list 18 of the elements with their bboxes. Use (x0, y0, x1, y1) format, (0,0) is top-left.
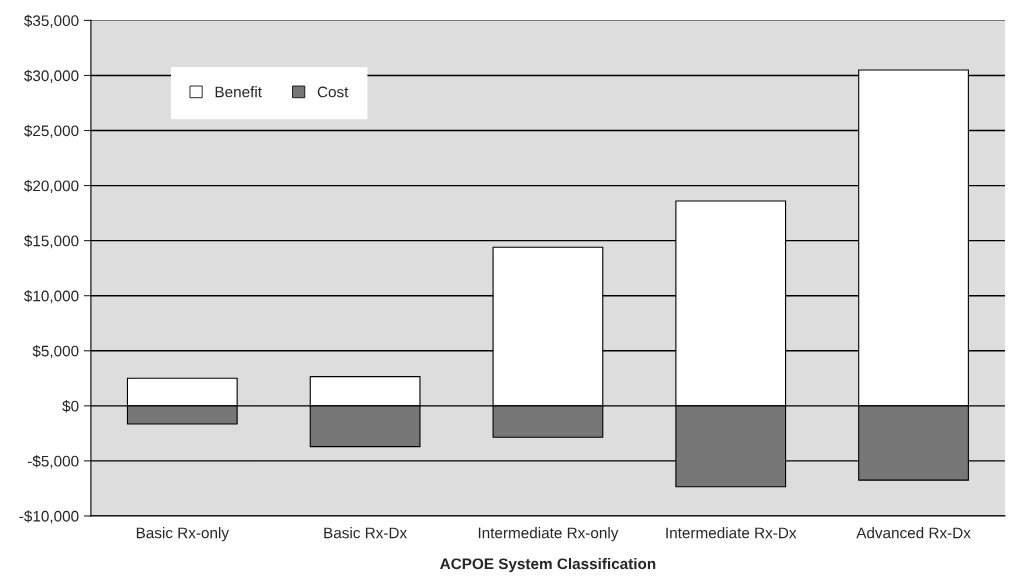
x-tick-label: Basic Rx-only (136, 527, 229, 542)
y-tick-label: $30,000 (24, 69, 79, 83)
y-tick-label: $15,000 (24, 234, 79, 249)
legend-label: Cost (317, 86, 349, 98)
y-tick-label: $5,000 (32, 345, 79, 359)
x-tick-label: Intermediate Rx-only (478, 527, 619, 542)
y-tick-label: $25,000 (24, 124, 79, 139)
x-tick-label: Basic Rx-Dx (324, 527, 407, 539)
legend-label: Benefit (215, 86, 262, 98)
x-tick-label: Intermediate Rx-Dx (666, 527, 797, 539)
y-tick-label: -$10,000 (19, 510, 79, 524)
y-tick-label: $0 (62, 400, 79, 413)
y-tick-label: $20,000 (24, 179, 79, 194)
x-axis-title: ACPOE System Classification (440, 557, 656, 573)
y-tick-label: $35,000 (24, 14, 79, 28)
x-tick-label: Advanced Rx-Dx (856, 527, 971, 539)
y-tick-label: $10,000 (24, 289, 79, 304)
y-tick-label: -$5,000 (27, 455, 79, 469)
